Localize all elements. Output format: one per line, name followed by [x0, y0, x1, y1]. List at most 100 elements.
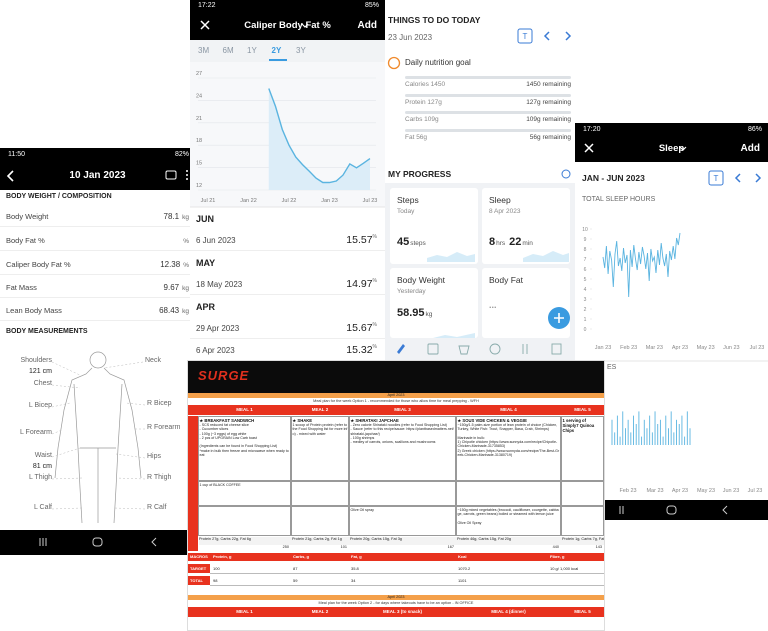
cell — [561, 481, 604, 506]
nutrition-label: Calories 1450 — [405, 81, 446, 88]
row-label: Caliper Body Fat % — [6, 260, 71, 269]
unit: kg — [425, 311, 433, 318]
tab-underline — [268, 59, 287, 61]
nutrition-label: Carbs 109g — [405, 116, 439, 123]
card-subtitle: Today — [397, 208, 415, 215]
tab[interactable]: 2Y — [271, 46, 282, 55]
row-divider — [0, 297, 195, 298]
y-tick-label: 27 — [196, 71, 202, 77]
meal-header: MEAL 5 — [574, 609, 591, 614]
caliper-chart: 27 24 21 18 15 12 Jul 21 Jan 22 Jul 22 Jan 23 Jul … — [196, 71, 377, 204]
add-button[interactable]: Add — [740, 143, 760, 154]
x-tick-label: Apr 23 — [672, 345, 688, 351]
entry-divider — [190, 338, 385, 339]
card-title: Body Weight — [397, 275, 446, 285]
today-button[interactable]: T — [522, 32, 528, 41]
meal-header: MEAL 4 — [500, 407, 517, 412]
cell-content: ~150g mixed vegetables (broccoli, caulif… — [458, 508, 560, 525]
card-value: ... — [489, 300, 497, 310]
entry-date: 18 May 2023 — [196, 280, 243, 289]
month-bar: April 2023 — [188, 393, 604, 398]
status-battery: 85% — [364, 2, 379, 9]
nutrition-label: Fat 56g — [405, 133, 428, 141]
tab[interactable]: 3Y — [296, 46, 306, 55]
macro-cell: Protein, g — [213, 554, 232, 559]
value: 15.67 — [346, 322, 373, 334]
y-tick-label: 6 — [584, 267, 587, 273]
measurement-label: R Forearm — [147, 424, 181, 431]
cell — [349, 481, 456, 506]
cell — [198, 481, 291, 506]
x-tick-label: Jul 23 — [748, 488, 763, 494]
value: 22 — [509, 236, 522, 248]
entry-date: 6 Apr 2023 — [196, 346, 235, 355]
row-label: Body Weight — [6, 212, 49, 221]
measurement-label: L Thigh — [29, 474, 52, 481]
value: 45 — [397, 236, 410, 248]
section-title: BODY MEASUREMENTS — [6, 328, 88, 335]
row-label: Body Fat % — [6, 236, 45, 245]
card-value: 45steps — [397, 236, 430, 248]
unit: % — [372, 322, 377, 328]
caption: Meal plan for the week Option 2 - for da… — [188, 600, 604, 606]
tab[interactable]: 1Y — [247, 46, 257, 55]
progress-title: MY PROGRESS — [388, 169, 452, 179]
cell-title: ★ SOUS VIDE CHICKEN & VEGGIE — [457, 418, 527, 423]
nutrition-remaining: 127g remaining — [526, 98, 571, 106]
row-divider — [0, 320, 195, 321]
unit: kg — [182, 308, 189, 315]
unit: hrs — [496, 240, 506, 247]
card-subtitle: Yesterday — [397, 288, 426, 295]
nutrition-remaining: 56g remaining — [529, 133, 571, 141]
y-tick-label: 4 — [584, 287, 587, 293]
second-title: ES — [607, 364, 617, 371]
cell-text: 1 cup of BLACK COFFEE — [199, 483, 241, 487]
macro-cell: 35.8 — [351, 566, 359, 571]
cell — [349, 506, 456, 536]
y-tick-label: 7 — [584, 257, 587, 263]
add-button[interactable]: Add — [357, 20, 377, 31]
measurement-label: L Bicep — [28, 402, 52, 409]
totals: Protein 20g, Carbs 15g, Fat 3g — [350, 537, 457, 545]
unit: % — [183, 262, 189, 269]
totals: Protein 21g, Carbs 2g, Fat 1g — [292, 537, 350, 545]
nutrition-label: Protein 127g — [405, 98, 442, 106]
title: THINGS TO DO TODAY — [388, 15, 481, 25]
tab[interactable]: 3M — [198, 46, 210, 55]
value: 78.1 — [163, 212, 180, 221]
entry-divider — [190, 250, 385, 251]
measurement-label: Hips — [147, 453, 162, 460]
y-tick-label: 5 — [584, 277, 587, 283]
row-divider — [0, 274, 195, 275]
today-button[interactable]: T — [713, 174, 719, 183]
x-tick-label: Jan 23 — [321, 198, 338, 204]
row-value: % — [183, 236, 189, 245]
entry-value: 15.32% — [346, 344, 377, 356]
month-header: JUN — [196, 214, 215, 224]
goal: Daily nutrition goal — [405, 58, 471, 67]
sheet-header — [188, 361, 604, 393]
card-value: 58.95kg — [397, 307, 436, 319]
measurement-label: L Calf — [33, 504, 52, 511]
measurement-label: L Forearm — [19, 429, 52, 436]
macro-cell: 59 — [293, 578, 298, 583]
tab[interactable]: 6M — [222, 46, 234, 55]
macro-cell: 34 — [351, 578, 356, 583]
row-value: 78.1 kg — [164, 212, 189, 221]
kcal: 101 — [340, 545, 347, 549]
x-tick-label: Jun 23 — [723, 345, 740, 351]
status-time: 17:20 — [583, 126, 601, 133]
card-title: Sleep — [489, 195, 511, 205]
kcal: 143 — [595, 545, 602, 549]
value: 81 — [32, 463, 41, 470]
cell — [198, 506, 291, 536]
x-tick-label: Jul 23 — [750, 345, 765, 351]
value: 15.32 — [346, 344, 373, 356]
month-header: MAY — [196, 258, 216, 268]
caliper-phone: 27 24 21 18 15 12 Jul 21 Jan 22 Jul 22 Jan 23 Jul … — [190, 0, 385, 360]
unit: % — [372, 344, 377, 350]
x-tick-label: Feb 23 — [619, 488, 636, 494]
macro-cell: 10.g/ 1,000 kcal — [550, 566, 579, 571]
y-tick-label: 1 — [584, 317, 587, 323]
